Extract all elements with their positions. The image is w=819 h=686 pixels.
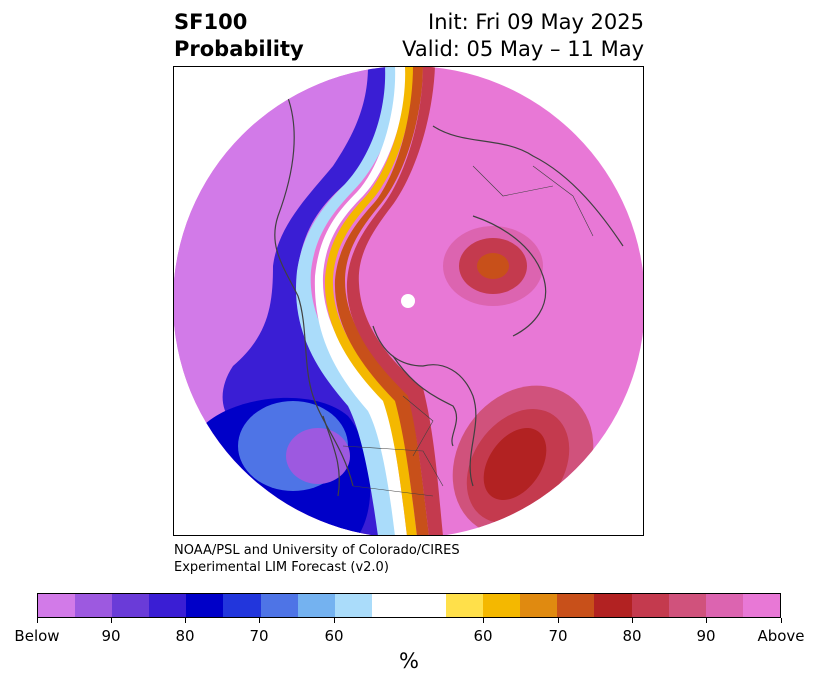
title-line1: SF100 bbox=[174, 10, 248, 34]
colorbar-segment bbox=[742, 594, 780, 617]
coastlines bbox=[274, 85, 624, 497]
colorbar-tickmark bbox=[781, 618, 782, 623]
colorbar-segment bbox=[371, 594, 409, 617]
blue-low-core bbox=[286, 428, 350, 484]
colorbar-segment bbox=[38, 594, 76, 617]
colorbar-tick-label: 60 bbox=[473, 627, 493, 645]
asia-anomaly-core bbox=[477, 253, 509, 279]
colorbar-tickmark bbox=[558, 618, 559, 623]
colorbar-segment bbox=[223, 594, 261, 617]
colorbar-tick-label: Below bbox=[14, 627, 60, 645]
colorbar-tickmark bbox=[111, 618, 112, 623]
borders bbox=[342, 165, 594, 497]
colorbar-segment bbox=[705, 594, 743, 617]
colorbar bbox=[37, 593, 781, 618]
colorbar-segment bbox=[557, 594, 595, 617]
colorbar-segment bbox=[75, 594, 113, 617]
neutral-band bbox=[314, 66, 407, 536]
colorbar-segment bbox=[260, 594, 298, 617]
colorbar-segment bbox=[446, 594, 484, 617]
colorbar-tickmark bbox=[706, 618, 707, 623]
colorbar-tickmark bbox=[632, 618, 633, 623]
red-transition bbox=[334, 66, 429, 536]
red-band bbox=[346, 66, 443, 536]
colorbar-tick-label: 80 bbox=[175, 627, 195, 645]
colorbar-segment bbox=[520, 594, 558, 617]
colorbar-tick-label: 70 bbox=[548, 627, 568, 645]
init-date: Init: Fri 09 May 2025 bbox=[428, 10, 644, 34]
colorbar-segment bbox=[149, 594, 187, 617]
colorbar-segment bbox=[594, 594, 632, 617]
colorbar-tickmark bbox=[334, 618, 335, 623]
colorbar-segment bbox=[483, 594, 521, 617]
colorbar-tick-label: 70 bbox=[249, 627, 269, 645]
colorbar-segment bbox=[297, 594, 335, 617]
colorbar-tick-label: Above bbox=[757, 627, 805, 645]
map-frame bbox=[173, 66, 644, 536]
credit-line1: NOAA/PSL and University of Colorado/CIRE… bbox=[174, 543, 460, 558]
title-line2: Probability bbox=[174, 37, 304, 61]
credit-line2: Experimental LIM Forecast (v2.0) bbox=[174, 560, 389, 575]
warm-transition bbox=[324, 66, 417, 536]
colorbar-tickmark bbox=[37, 618, 38, 623]
colorbar-segment bbox=[186, 594, 224, 617]
colorbar-tickmark bbox=[483, 618, 484, 623]
colorbar-tick-label: 90 bbox=[101, 627, 121, 645]
na-anomaly-core bbox=[483, 427, 547, 501]
north-pole-hole bbox=[401, 294, 415, 308]
colorbar-tickmark bbox=[259, 618, 260, 623]
valid-range: Valid: 05 May – 11 May bbox=[402, 37, 644, 61]
colorbar-segment bbox=[112, 594, 150, 617]
colorbar-tick-label: 90 bbox=[696, 627, 716, 645]
map-title: SF100 Probability bbox=[174, 9, 304, 63]
colorbar-tickmark bbox=[185, 618, 186, 623]
colorbar-tick-label: 60 bbox=[324, 627, 344, 645]
colorbar-unit: % bbox=[399, 649, 419, 673]
colorbar-segment bbox=[668, 594, 706, 617]
colorbar-segment bbox=[631, 594, 669, 617]
polar-map bbox=[173, 66, 644, 536]
colorbar-segment bbox=[334, 594, 372, 617]
colorbar-segment bbox=[408, 594, 447, 617]
credit-text: NOAA/PSL and University of Colorado/CIRE… bbox=[174, 542, 460, 576]
colorbar-tick-label: 80 bbox=[622, 627, 642, 645]
map-dates: Init: Fri 09 May 2025 Valid: 05 May – 11… bbox=[402, 9, 644, 63]
